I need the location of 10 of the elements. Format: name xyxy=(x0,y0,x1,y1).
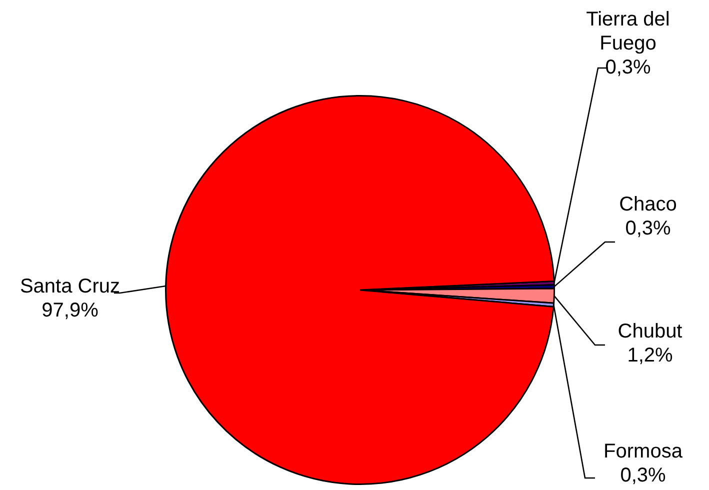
slice-label: Chubut xyxy=(618,320,683,343)
data-label: 0,3% xyxy=(625,218,672,240)
data-label: 0,3% xyxy=(620,464,666,487)
data-label: 0,3% xyxy=(605,56,652,79)
slice-label: Formosa xyxy=(604,440,684,463)
slice-label: Chaco xyxy=(619,194,677,216)
data-label: 97,9% xyxy=(42,300,99,322)
slice-label: Santa Cruz xyxy=(20,276,120,298)
data-label: 1,2% xyxy=(627,344,674,367)
slice-label: Tierra del Fuego xyxy=(586,8,670,55)
